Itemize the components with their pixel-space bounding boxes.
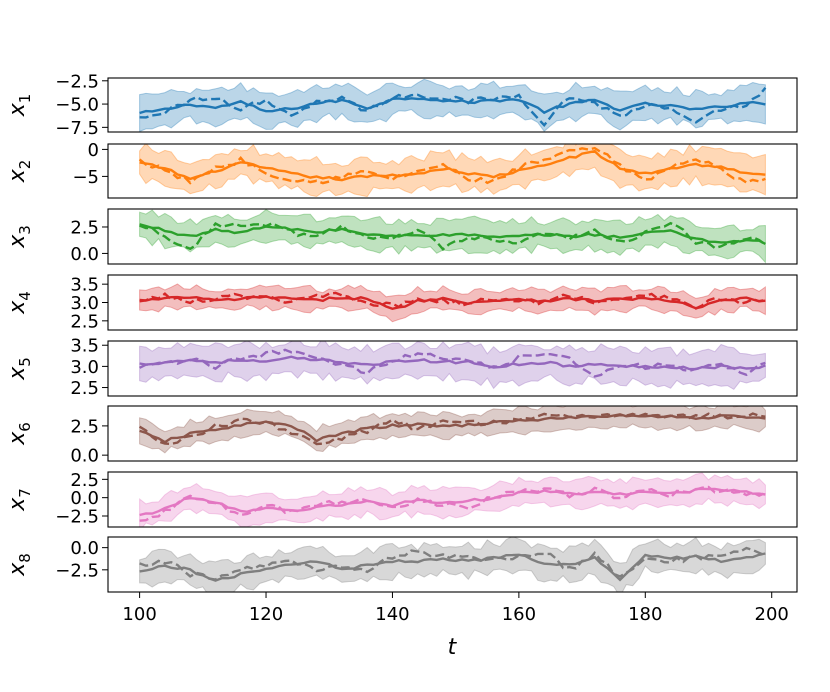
xtick-label: 120 — [249, 604, 283, 625]
truth-line — [139, 291, 766, 310]
ytick-label: 2.5 — [70, 378, 99, 399]
plot-area — [139, 283, 766, 323]
y-axis-label-base: x — [5, 497, 30, 512]
plot-area — [139, 341, 766, 391]
panel-frame — [107, 471, 798, 528]
panels-group: −2.5−5.0−7.5x10−5x22.50.0x33.53.02.5x43.… — [5, 71, 798, 593]
y-axis-label: x6 — [5, 422, 34, 446]
y-axis-label-sub: 4 — [16, 291, 34, 301]
mean-line — [139, 149, 766, 182]
mean-line — [139, 223, 766, 245]
mean-line — [139, 552, 766, 582]
y-axis-label-base: x — [5, 366, 30, 381]
ytick-label: 2.5 — [70, 217, 99, 238]
plot-area — [139, 209, 767, 264]
uncertainty-band — [139, 472, 766, 527]
mean-line — [139, 487, 766, 517]
uncertainty-band — [139, 341, 766, 391]
plot-area — [138, 144, 766, 198]
mean-line — [139, 295, 766, 311]
y-axis-label-sub: 3 — [16, 225, 34, 235]
y-axis-label-base: x — [5, 234, 30, 249]
y-axis-label-sub: 5 — [16, 357, 34, 367]
y-axis-label-base: x — [5, 300, 30, 315]
panel-frame — [107, 208, 798, 265]
ytick-label: −2.5 — [55, 507, 99, 528]
xtick-label: 160 — [502, 604, 536, 625]
uncertainty-band — [139, 283, 766, 323]
panel-4: 3.53.02.5 x4 — [5, 274, 798, 332]
mean-line — [139, 413, 766, 444]
truth-line — [139, 348, 766, 378]
y-axis-label-sub: 1 — [16, 94, 34, 104]
ytick-label: −7.5 — [55, 118, 99, 139]
truth-line — [139, 86, 767, 128]
y-axis-label-base: x — [5, 562, 30, 577]
plot-area — [138, 406, 766, 454]
uncertainty-band — [139, 537, 766, 592]
xtick-label: 100 — [122, 604, 156, 625]
y-axis-label-sub: 2 — [16, 160, 34, 170]
xtick-label: 140 — [375, 604, 409, 625]
y-axis-label-base: x — [5, 431, 30, 446]
y-axis-label: x4 — [5, 291, 34, 315]
ytick-label: 3.0 — [70, 293, 99, 314]
panel-5: 3.53.02.5 x5 — [5, 336, 798, 399]
ytick-label: 0.0 — [70, 488, 99, 509]
y-axis-label-base: x — [5, 168, 30, 183]
y-axis-label: x2 — [5, 160, 34, 184]
x-axis: 100 120 140 160 180 200 — [122, 592, 789, 625]
plot-area — [139, 537, 766, 592]
xtick-label: 200 — [755, 604, 789, 625]
truth-line — [138, 412, 766, 446]
y-axis-label: x3 — [5, 225, 34, 249]
ytick-label: 0.0 — [70, 446, 99, 467]
ytick-label: 3.5 — [70, 336, 99, 357]
y-axis-label-base: x — [5, 102, 30, 117]
panel-frame — [107, 405, 798, 462]
panel-frame — [107, 536, 798, 593]
panel-frame — [107, 77, 798, 133]
x-axis-label: t — [448, 635, 458, 660]
y-axis-label: x5 — [5, 357, 34, 381]
ytick-label: 0.0 — [70, 538, 99, 559]
truth-line — [139, 221, 767, 251]
ytick-label: −5.0 — [55, 95, 99, 116]
ytick-label: 2.5 — [70, 416, 99, 437]
y-axis-label: x7 — [5, 488, 34, 512]
ytick-label: 3.0 — [70, 357, 99, 378]
mean-line — [139, 355, 766, 371]
panel-1: −2.5 −5.0−7.5 x1 — [5, 71, 798, 139]
ytick-label: −5 — [72, 167, 99, 188]
panel-frame — [107, 340, 798, 397]
xtick-label: 180 — [628, 604, 662, 625]
panel-8: 0.0−2.5 x8 — [5, 536, 798, 593]
panel-frame — [107, 143, 798, 199]
y-axis-label: x1 — [5, 94, 34, 118]
ytick-label: 2.5 — [70, 311, 99, 332]
panel-6: 2.5 0.0 x6 — [5, 405, 798, 467]
ytick-label: 3.5 — [70, 275, 99, 296]
ytick-label: 0 — [88, 140, 99, 161]
panel-2: 0 −5 x2 — [5, 140, 798, 199]
uncertainty-band — [139, 78, 766, 132]
panel-7: 2.50.0−2.5 x7 — [5, 470, 798, 528]
y-axis-label: x8 — [5, 553, 34, 577]
panel-3: 2.5 0.0 x3 — [5, 208, 798, 265]
y-axis-label-sub: 6 — [16, 422, 34, 432]
mean-line — [139, 97, 766, 115]
y-axis-label-sub: 8 — [16, 553, 34, 563]
ytick-label: 2.5 — [70, 470, 99, 491]
truth-line — [139, 546, 766, 581]
ytick-label: 0.0 — [70, 244, 99, 265]
plot-area — [139, 472, 766, 527]
ytick-label: −2.5 — [55, 71, 99, 92]
y-axis-label-sub: 7 — [16, 488, 34, 498]
ytick-label: −2.5 — [55, 560, 99, 581]
plot-area — [139, 78, 767, 132]
